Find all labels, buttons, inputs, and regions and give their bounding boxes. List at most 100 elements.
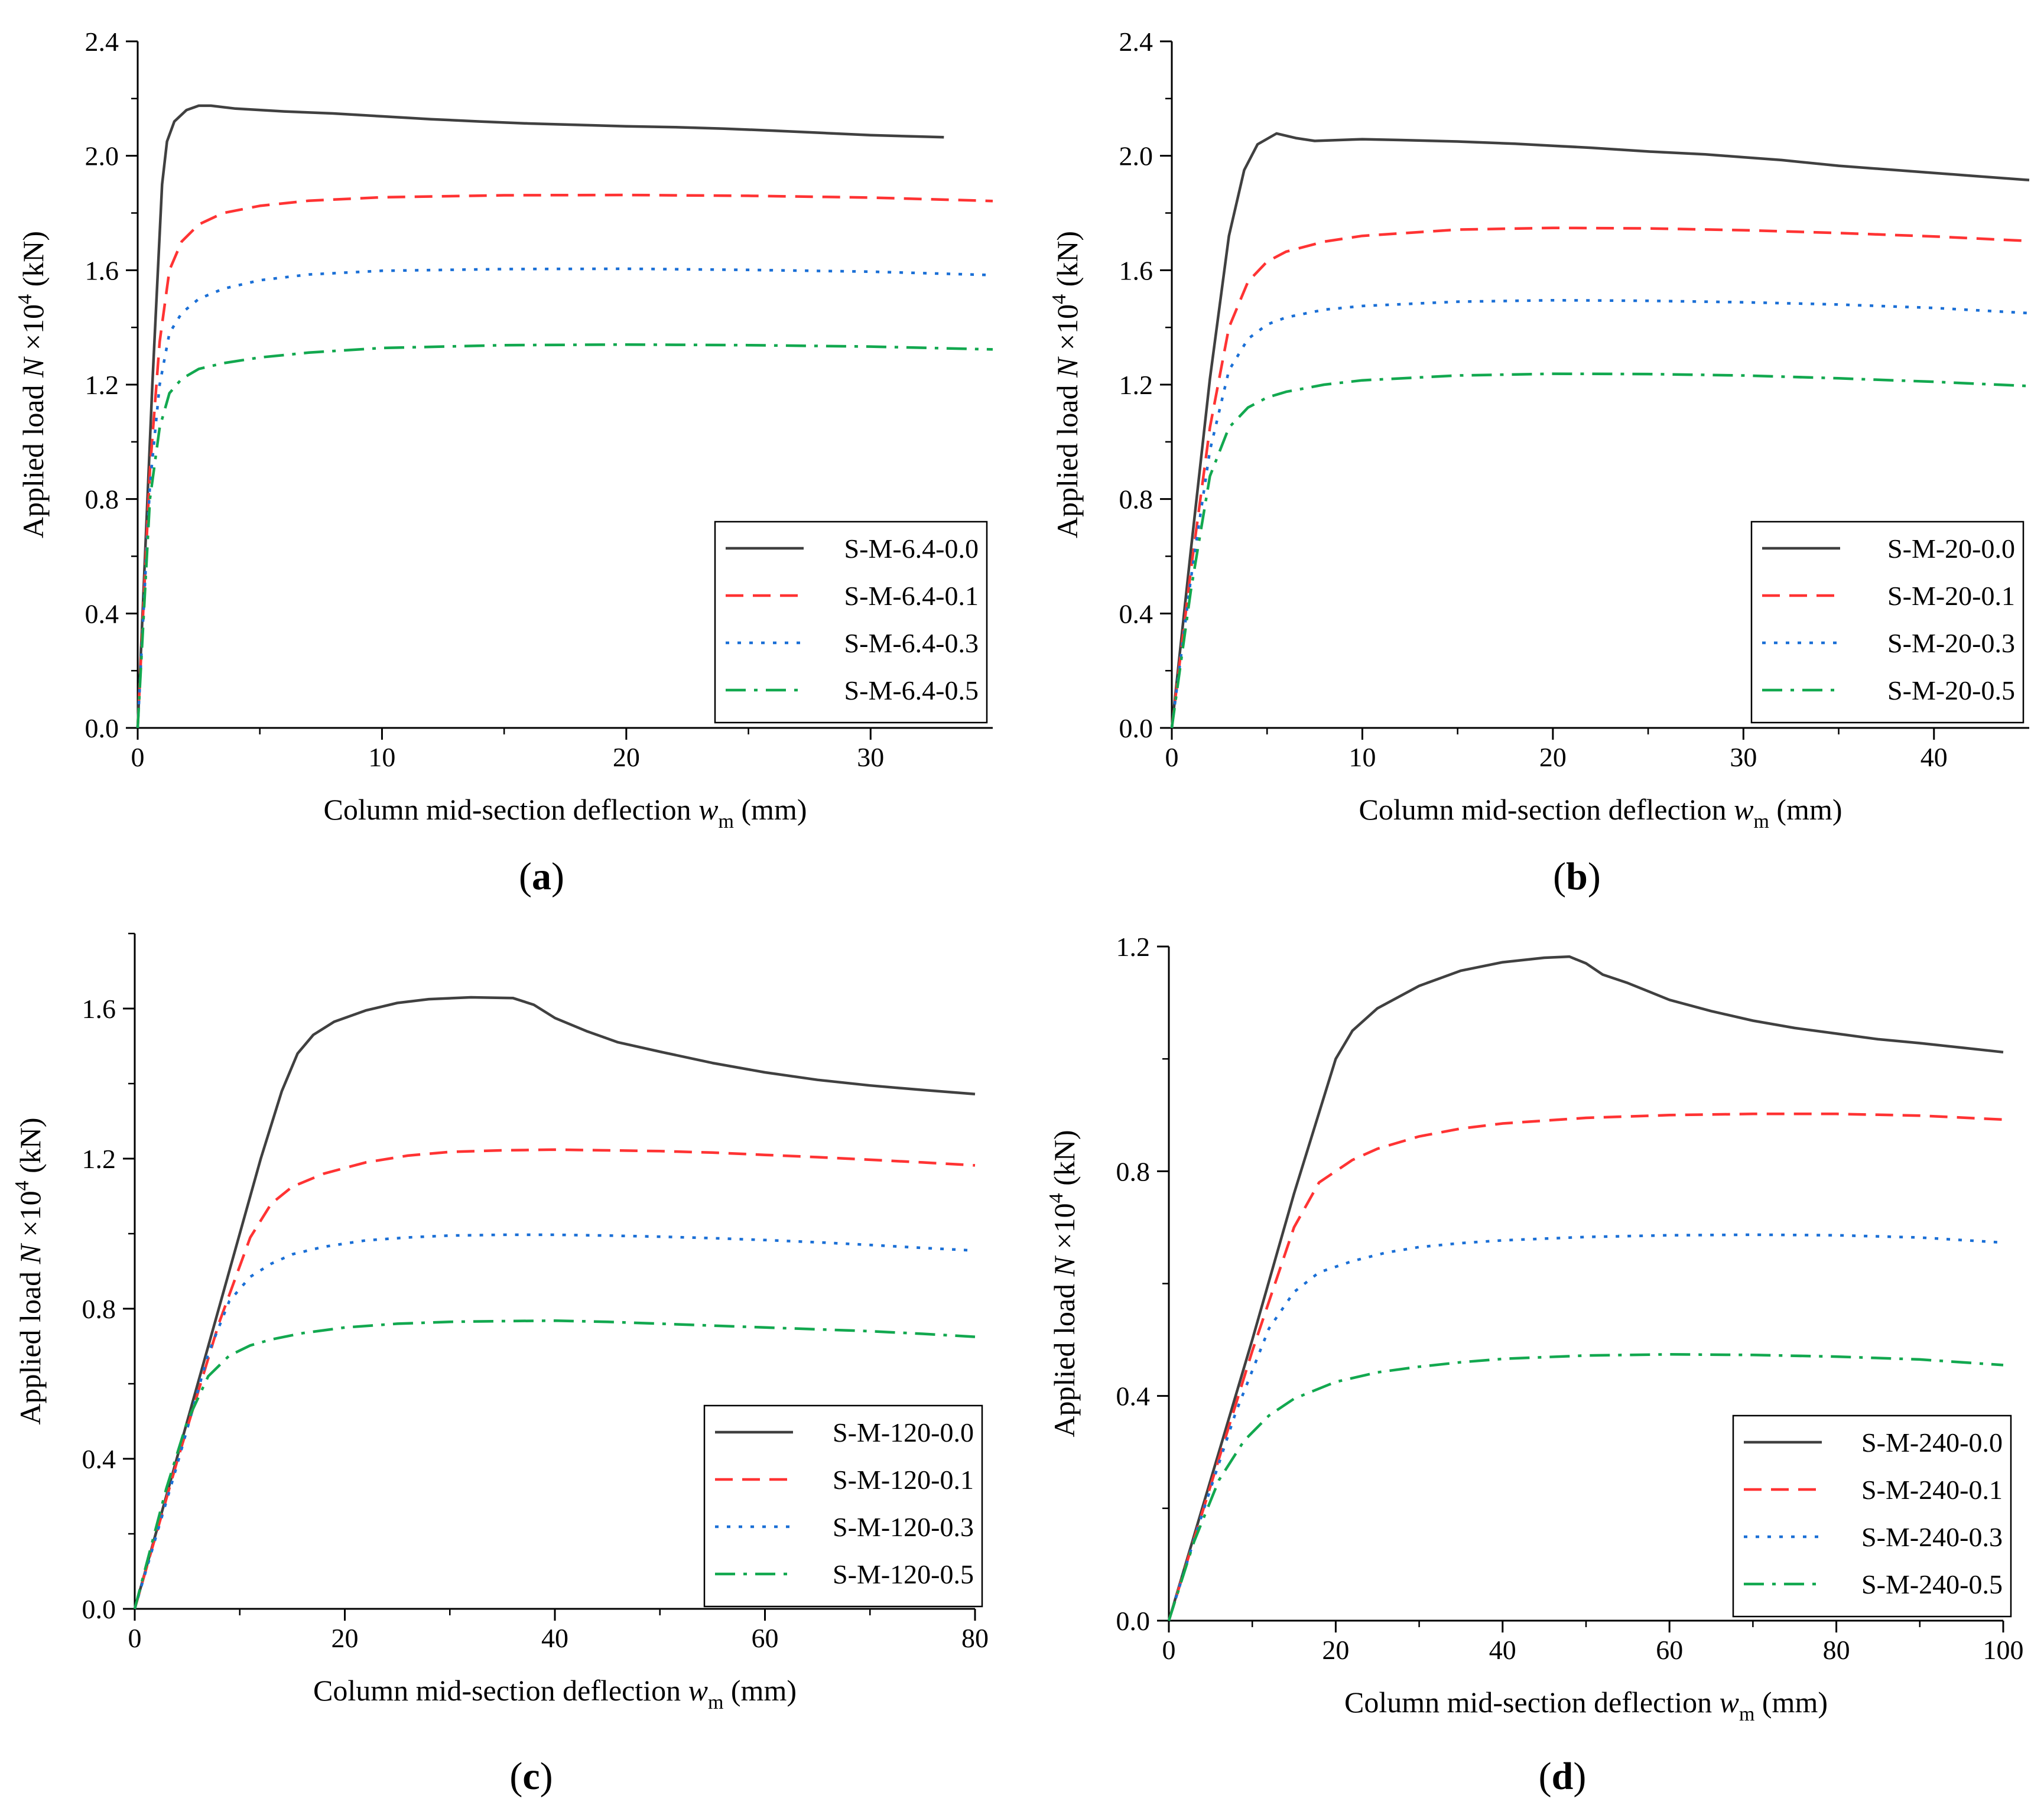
x-tick-label: 40 bbox=[1489, 1635, 1516, 1665]
panel-label: (a) bbox=[519, 855, 564, 898]
panel-label: (c) bbox=[509, 1755, 553, 1798]
y-axis-title-sup: 4 bbox=[14, 294, 36, 304]
y-axis-title-var: N bbox=[1051, 356, 1084, 378]
y-tick-label: 2.4 bbox=[85, 27, 119, 57]
y-tick-label: 1.6 bbox=[1119, 255, 1153, 285]
y-tick-label: 0.0 bbox=[85, 713, 119, 743]
x-axis-title-sub: m bbox=[718, 811, 733, 832]
x-tick-label: 30 bbox=[1730, 742, 1757, 772]
x-tick-label: 0 bbox=[128, 1623, 142, 1653]
x-axis-title-unit: (mm) bbox=[1754, 1686, 1828, 1719]
y-tick-label: 2.4 bbox=[1119, 27, 1153, 57]
series-line-S-M-240-0.1 bbox=[1167, 1113, 2004, 1621]
series-line-S-M-120-0.0 bbox=[133, 996, 976, 1609]
series-line-S-M-20-0.0 bbox=[1170, 132, 2030, 728]
legend-entry: S-M-120-0.5 bbox=[833, 1559, 974, 1589]
series-line-S-M-120-0.3 bbox=[133, 1233, 976, 1609]
series-line-S-M-6.4-0.5 bbox=[136, 343, 993, 728]
y-tick-label: 1.2 bbox=[82, 1144, 116, 1174]
panel-label-close: ) bbox=[551, 855, 564, 898]
legend-entry: S-M-20-0.5 bbox=[1887, 675, 2015, 705]
y-tick-label: 0.4 bbox=[1119, 599, 1153, 629]
legend-entry: S-M-120-0.1 bbox=[833, 1465, 974, 1495]
x-tick-label: 100 bbox=[1983, 1635, 2024, 1665]
legend-entry: S-M-20-0.1 bbox=[1887, 581, 2015, 611]
legend-box bbox=[1732, 1414, 2012, 1618]
y-axis-title-mult: ×10 bbox=[17, 304, 50, 358]
chart-a: 0 10 20 300.00.40.81.21.62.02.4S-M-6.4-0.0S… bbox=[14, 27, 993, 898]
x-tick-label: 0 bbox=[131, 742, 145, 772]
legend-entry: S-M-20-0.0 bbox=[1887, 534, 2015, 564]
y-tick-label: 0.4 bbox=[1116, 1381, 1151, 1412]
legend-entry: S-M-240-0.3 bbox=[1861, 1522, 2003, 1552]
x-tick-label: 10 bbox=[1348, 742, 1376, 772]
legend-entry: S-M-120-0.0 bbox=[833, 1417, 974, 1448]
y-tick-label: 0.0 bbox=[82, 1594, 116, 1624]
panel-label-letter: a bbox=[532, 855, 551, 898]
y-axis-title-unit: (kN) bbox=[17, 231, 50, 294]
chart-b: 0 10 20 30 40 0.0 0.4 0.8 1.2 1.6 2.0 2.4 S-M-20-0.0… bbox=[1048, 27, 2030, 898]
x-axis-title-main: Column mid-section deflection bbox=[313, 1674, 688, 1707]
y-axis-title-var: N bbox=[1048, 1255, 1081, 1277]
y-tick-label: 0.0 bbox=[1116, 1606, 1151, 1636]
y-tick-label: 0.0 bbox=[1119, 713, 1153, 743]
x-tick-label: 20 bbox=[332, 1623, 359, 1653]
legend-box bbox=[1750, 521, 2024, 724]
x-axis-title-unit: (mm) bbox=[1769, 793, 1842, 826]
legend-entry: S-M-240-0.5 bbox=[1861, 1569, 2003, 1599]
legend-box bbox=[714, 521, 988, 724]
chart-panel-c: 0 20 40 60 80 0.0 0.4 0.8 1.2 1.6 S-M-120-0.0 S-M-1… bbox=[0, 903, 1022, 1805]
y-tick-label: 1.6 bbox=[82, 994, 116, 1024]
y-axis-title-sup: 4 bbox=[11, 1180, 33, 1191]
series-line-S-M-240-0.0 bbox=[1167, 955, 2004, 1621]
legend: S-M-20-0.0 S-M-20-0.1 S-M-20-0.3 S-M-20-0.5 bbox=[1750, 521, 2024, 724]
panel-label-open: ( bbox=[519, 855, 532, 898]
panel-label: (b) bbox=[1553, 855, 1601, 898]
x-axis-title-sub: m bbox=[1739, 1703, 1754, 1725]
x-axis-title: Column mid-section deflection wm (mm) bbox=[313, 1674, 797, 1713]
y-tick-label: 0.8 bbox=[82, 1294, 116, 1324]
y-axis-title-main: Applied load bbox=[1051, 378, 1084, 538]
legend-entry: S-M-120-0.3 bbox=[833, 1512, 974, 1542]
x-tick-label: 80 bbox=[961, 1623, 989, 1653]
legend-entry: S-M-240-0.0 bbox=[1861, 1427, 2003, 1458]
legend: S-M-240-0.0 S-M-240-0.1 S-M-240-0.3 S-M-240… bbox=[1732, 1414, 2012, 1618]
panel-label-close: ) bbox=[1573, 1755, 1586, 1798]
x-tick-label: 20 bbox=[613, 742, 640, 772]
y-tick-label: 2.0 bbox=[85, 141, 119, 171]
legend: S-M-120-0.0 S-M-120-0.1 S-M-120-0.3 S-M-120… bbox=[703, 1404, 983, 1608]
y-tick-label: 0.8 bbox=[1116, 1156, 1151, 1186]
x-tick-label: 40 bbox=[1920, 742, 1948, 772]
x-tick-label: 0 bbox=[1162, 1635, 1176, 1665]
y-axis-title: Applied load N ×104 (kN) bbox=[11, 1117, 47, 1425]
y-axis-title-mult: ×10 bbox=[1051, 304, 1084, 358]
y-axis-title-unit: (kN) bbox=[14, 1117, 47, 1180]
y-tick-label: 0.8 bbox=[85, 484, 119, 515]
series-line-S-M-20-0.3 bbox=[1170, 298, 2030, 728]
panel-label-close: ) bbox=[1588, 855, 1601, 898]
y-tick-label: 2.0 bbox=[1119, 141, 1153, 171]
panel-label-letter: c bbox=[522, 1755, 540, 1798]
x-axis-title: Column mid-section deflection wm (mm) bbox=[323, 793, 807, 832]
x-tick-label: 10 bbox=[368, 742, 395, 772]
panel-label-close: ) bbox=[540, 1755, 553, 1798]
y-axis-title-mult: ×10 bbox=[14, 1191, 47, 1244]
x-axis-title-var: w bbox=[1734, 793, 1753, 826]
series-line-S-M-120-0.5 bbox=[133, 1319, 976, 1609]
x-axis-title: Column mid-section deflection wm (mm) bbox=[1359, 793, 1842, 832]
y-axis-title-sup: 4 bbox=[1045, 1193, 1067, 1203]
panel-label-letter: d bbox=[1552, 1755, 1574, 1798]
x-tick-label: 30 bbox=[857, 742, 884, 772]
series-line-S-M-240-0.5 bbox=[1167, 1353, 2004, 1621]
y-axis-title-main: Applied load bbox=[14, 1264, 47, 1425]
x-axis-title-sub: m bbox=[1753, 811, 1769, 832]
y-tick-label: 0.4 bbox=[85, 599, 119, 629]
x-tick-label: 60 bbox=[1656, 1635, 1683, 1665]
legend-entry: S-M-20-0.3 bbox=[1887, 628, 2015, 658]
y-tick-label: 0.8 bbox=[1119, 484, 1153, 515]
y-axis-title-main: Applied load bbox=[17, 378, 50, 538]
y-tick-label: 1.2 bbox=[1119, 370, 1153, 400]
y-axis-title: Applied load N ×104 (kN) bbox=[14, 231, 50, 538]
chart-panel-d: 0 20 40 60 80 100 0.0 0.4 0.8 1.2 S-M-240-0.0 S-M-2… bbox=[1022, 903, 2044, 1805]
x-axis-title-var: w bbox=[688, 1674, 708, 1707]
